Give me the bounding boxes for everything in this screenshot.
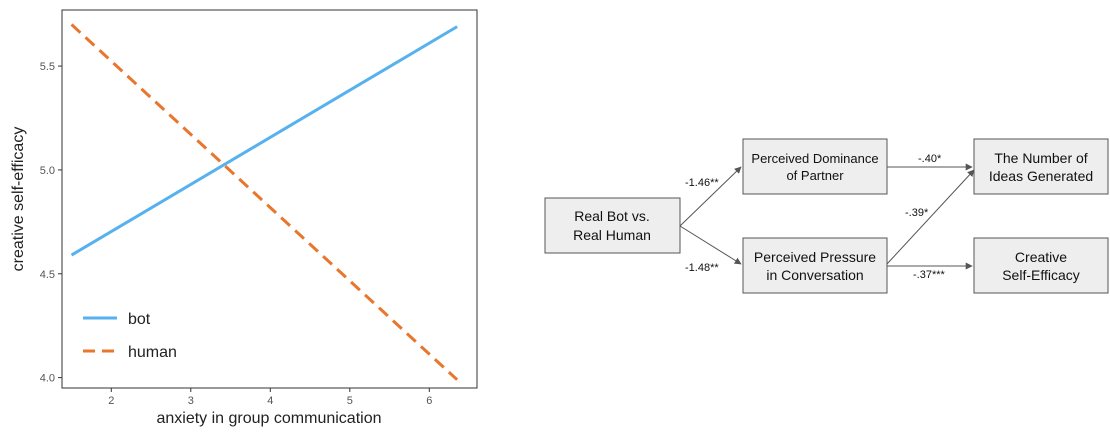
node-dominance-line1: Perceived Dominance — [751, 151, 878, 166]
interaction-line-chart: 4.0 4.5 5.0 5.5 2 3 4 5 6 bot human anxiety in g… — [0, 0, 500, 428]
series-line-human — [70, 23, 459, 381]
node-dominance: Perceived Dominance of Partner — [742, 138, 888, 195]
y-axis: 4.0 4.5 5.0 5.5 — [40, 61, 62, 385]
coef-source-dominance: -1.46** — [685, 177, 719, 189]
node-source-line1: Real Bot vs. — [574, 208, 649, 224]
x-tick-label: 6 — [426, 395, 432, 407]
y-tick-label: 4.5 — [40, 269, 55, 281]
coef-dominance-ideas: -.40* — [918, 153, 942, 165]
y-tick-label: 5.5 — [40, 61, 55, 73]
series-group — [70, 23, 459, 381]
y-axis-label: creative self-efficacy — [10, 127, 27, 272]
series-line-bot — [70, 25, 458, 257]
edge-source-pressure — [679, 225, 742, 265]
node-efficacy-line1: Creative — [1015, 249, 1067, 265]
node-ideas-line2: Ideas Generated — [989, 168, 1093, 184]
y-tick-label: 4.0 — [40, 373, 55, 385]
coef-source-pressure: -1.48** — [685, 262, 719, 274]
node-ideas: The Number of Ideas Generated — [973, 138, 1109, 195]
node-ideas-line1: The Number of — [994, 150, 1087, 166]
diagram-svg: Real Bot vs. Real Human Perceived Domina… — [544, 138, 1109, 294]
edge-source-dominance — [679, 166, 742, 227]
node-pressure-line2: in Conversation — [766, 267, 863, 283]
node-dominance-line2: of Partner — [786, 168, 844, 183]
coef-pressure-ideas: -.39* — [905, 207, 929, 219]
y-tick-label: 5.0 — [40, 165, 55, 177]
x-tick-label: 2 — [108, 395, 114, 407]
node-pressure-line1: Perceived Pressure — [754, 249, 876, 265]
legend-label-bot: bot — [128, 311, 151, 328]
x-axis: 2 3 4 5 6 — [108, 388, 432, 407]
node-source: Real Bot vs. Real Human — [544, 197, 681, 254]
coef-pressure-efficacy: -.37*** — [913, 269, 946, 281]
plot-panel — [61, 9, 478, 389]
x-axis-label: anxiety in group communication — [156, 410, 381, 427]
x-tick-label: 5 — [347, 395, 353, 407]
x-tick-label: 4 — [267, 395, 273, 407]
legend-label-human: human — [128, 344, 177, 361]
node-efficacy: Creative Self-Efficacy — [973, 237, 1109, 294]
legend: bot human — [83, 311, 177, 361]
edge-pressure-ideas — [886, 169, 975, 265]
node-pressure: Perceived Pressure in Conversation — [742, 237, 888, 294]
node-efficacy-line2: Self-Efficacy — [1002, 267, 1080, 283]
node-source-line2: Real Human — [573, 227, 651, 243]
chart-svg: 4.0 4.5 5.0 5.5 2 3 4 5 6 bot human anxiety in g… — [10, 9, 478, 427]
x-tick-label: 3 — [188, 395, 194, 407]
